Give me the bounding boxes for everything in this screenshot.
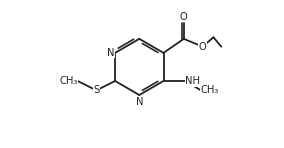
Text: NH: NH bbox=[185, 76, 200, 86]
Text: N: N bbox=[135, 97, 143, 107]
Text: S: S bbox=[93, 85, 99, 95]
Text: O: O bbox=[199, 42, 206, 52]
Text: O: O bbox=[180, 12, 188, 22]
Text: N: N bbox=[107, 48, 114, 58]
Text: CH₃: CH₃ bbox=[201, 85, 219, 95]
Text: CH₃: CH₃ bbox=[59, 76, 78, 86]
